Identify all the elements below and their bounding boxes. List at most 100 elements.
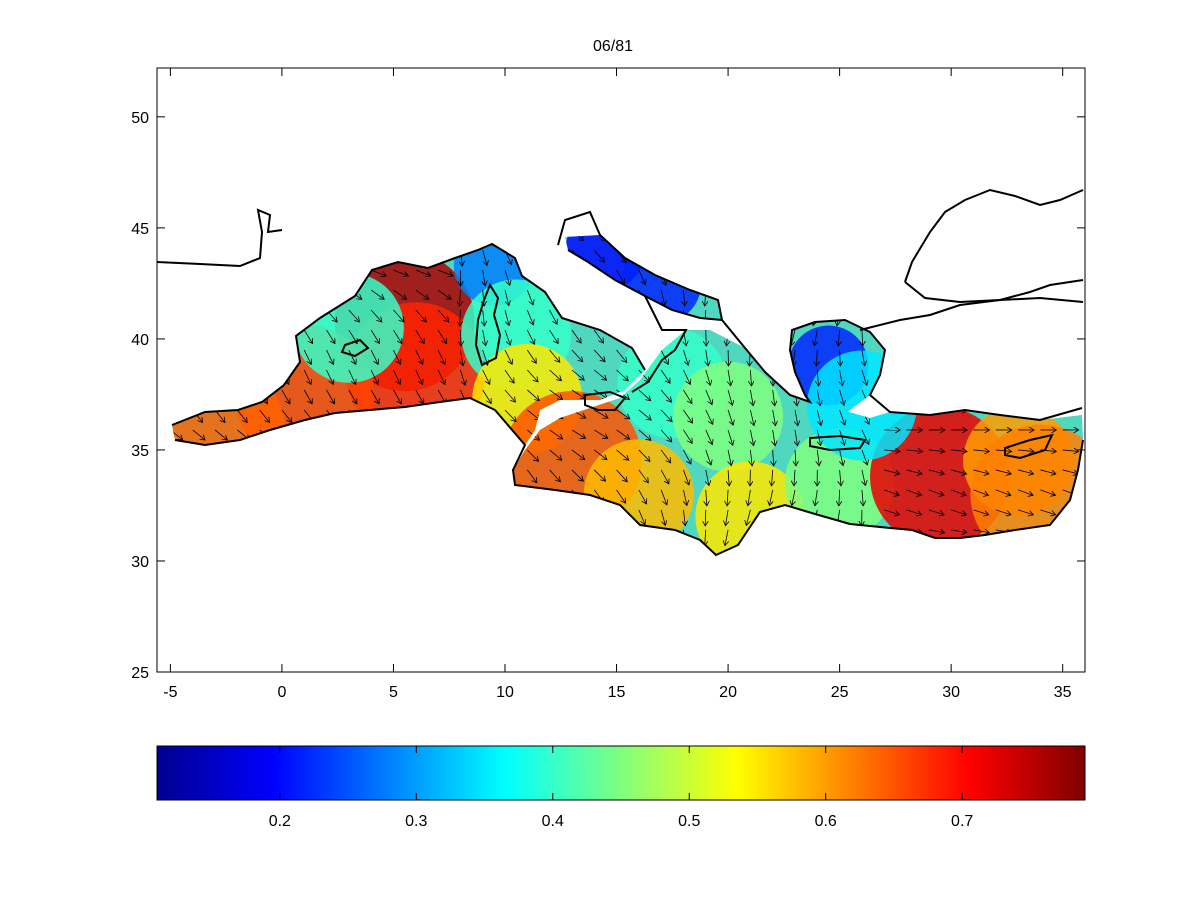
vector-arrow-89: [281, 470, 298, 473]
vector-arrow-83: [259, 250, 276, 252]
vector-arrow-146: [348, 349, 356, 364]
vector-arrow-328: [593, 449, 607, 460]
vector-arrow-483: [795, 409, 798, 426]
vector-arrow-193: [415, 429, 428, 440]
vector-arrow-179: [393, 369, 400, 384]
vector-arrow-227: [460, 429, 467, 444]
vector-arrow-60: [236, 369, 244, 384]
vector-arrow-515: [840, 449, 843, 466]
field-hotspot-18: [621, 243, 702, 324]
vector-arrow-38: [214, 470, 231, 473]
vector-arrow-549: [884, 450, 900, 452]
vector-arrow-292: [549, 489, 559, 503]
vector-arrow-167: [371, 269, 386, 276]
vector-arrow-137: [348, 526, 364, 531]
vector-arrow-425: [725, 549, 729, 555]
vector-arrow-256: [504, 529, 509, 546]
vector-arrow-338: [593, 249, 604, 262]
vector-arrow-597: [951, 509, 966, 515]
vector-arrow-26: [192, 369, 200, 384]
vector-arrow-617: [973, 450, 989, 452]
vector-arrow-133: [326, 269, 342, 276]
vector-arrow-521: [838, 329, 839, 346]
vector-arrow-444: [746, 509, 751, 525]
vector-arrow-185: [393, 250, 409, 252]
vector-arrow-453: [747, 329, 750, 346]
vector-arrow-110: [303, 389, 312, 404]
figure-title: 06/81: [593, 38, 633, 55]
coastline-greece-turkey: [721, 318, 1083, 422]
vector-arrow-75: [259, 409, 270, 423]
vector-arrow-670: [1040, 410, 1056, 411]
vector-arrow-582: [928, 469, 944, 474]
vector-arrow-250: [483, 310, 485, 326]
vector-arrow-564: [906, 489, 922, 495]
vector-arrow-482: [795, 429, 797, 446]
vector-arrow-118: [304, 229, 320, 230]
vector-arrow-439: [726, 270, 728, 286]
vector-arrow-91: [281, 429, 294, 440]
vector-arrow-632: [995, 489, 1011, 495]
vector-arrow-429: [728, 469, 729, 486]
vector-arrow-366: [638, 369, 650, 382]
vector-arrow-208: [438, 470, 454, 473]
vector-arrow-102: [304, 546, 320, 551]
vector-arrow-465: [773, 429, 775, 446]
vector-arrow-488: [790, 309, 796, 325]
coastlines: [156, 188, 1084, 557]
vector-arrow-524: [838, 270, 840, 286]
x-tick-label: 20: [719, 684, 737, 701]
colorbar-tick-label: 0.5: [678, 813, 700, 830]
vector-arrow-145: [348, 369, 356, 384]
vector-arrow-385: [660, 329, 666, 345]
vector-arrow-552: [884, 390, 900, 393]
vector-arrow-434: [728, 369, 731, 386]
vector-arrow-547: [884, 489, 899, 495]
vector-arrow-600: [951, 450, 967, 452]
vector-arrow-374: [660, 549, 666, 555]
field-hotspot-4: [293, 272, 404, 383]
vector-arrow-47: [214, 289, 228, 299]
vector-arrow-174: [393, 470, 409, 473]
vector-arrow-381: [660, 409, 672, 422]
vector-arrow-2: [172, 507, 186, 510]
vector-arrow-77: [259, 369, 267, 384]
x-axis: -5 0 5 10 15 20 25 30 35: [163, 68, 1072, 701]
vector-arrow-33: [193, 229, 209, 230]
vector-arrow-528: [861, 529, 862, 546]
coastline-cyprus: [1004, 433, 1054, 460]
vector-arrow-183: [393, 289, 406, 299]
vector-arrow-589: [928, 329, 945, 334]
vector-arrow-280: [527, 389, 539, 401]
vector-arrow-181: [393, 329, 401, 344]
vector-arrow-648: [1017, 509, 1033, 515]
vector-arrow-666: [1040, 489, 1055, 495]
vector-arrow-684: [1062, 469, 1078, 474]
vector-arrow-474: [770, 250, 773, 266]
coastline-italy-south: [631, 295, 688, 393]
vector-arrow-344: [616, 469, 628, 482]
vector-arrow-297: [549, 389, 563, 399]
vector-arrow-508: [816, 250, 818, 266]
vector-arrow-433: [727, 389, 732, 405]
vector-arrow-1: [172, 526, 185, 531]
vector-arrow-220: [438, 229, 454, 230]
colorbar-tick-label: 0.2: [269, 813, 291, 830]
vector-arrow-86: [281, 526, 297, 531]
vector-arrow-316: [571, 349, 583, 362]
vector-arrow-282: [526, 349, 536, 363]
vector-arrow-553: [884, 369, 899, 375]
vector-arrow-21: [192, 470, 209, 473]
vector-arrow-209: [437, 449, 453, 457]
vector-arrow-176: [393, 429, 405, 440]
y-axis: 25 30 35 40 45 50: [131, 110, 1085, 682]
vector-arrow-487: [791, 329, 796, 346]
vector-arrow-231: [460, 349, 463, 366]
vector-arrow-573: [906, 310, 923, 312]
vector-arrow-202: [415, 250, 432, 252]
vector-arrow-111: [303, 369, 311, 384]
vector-arrow-49: [214, 250, 231, 252]
vector-arrow-93: [281, 389, 290, 404]
field-hotspot-9: [583, 439, 694, 550]
